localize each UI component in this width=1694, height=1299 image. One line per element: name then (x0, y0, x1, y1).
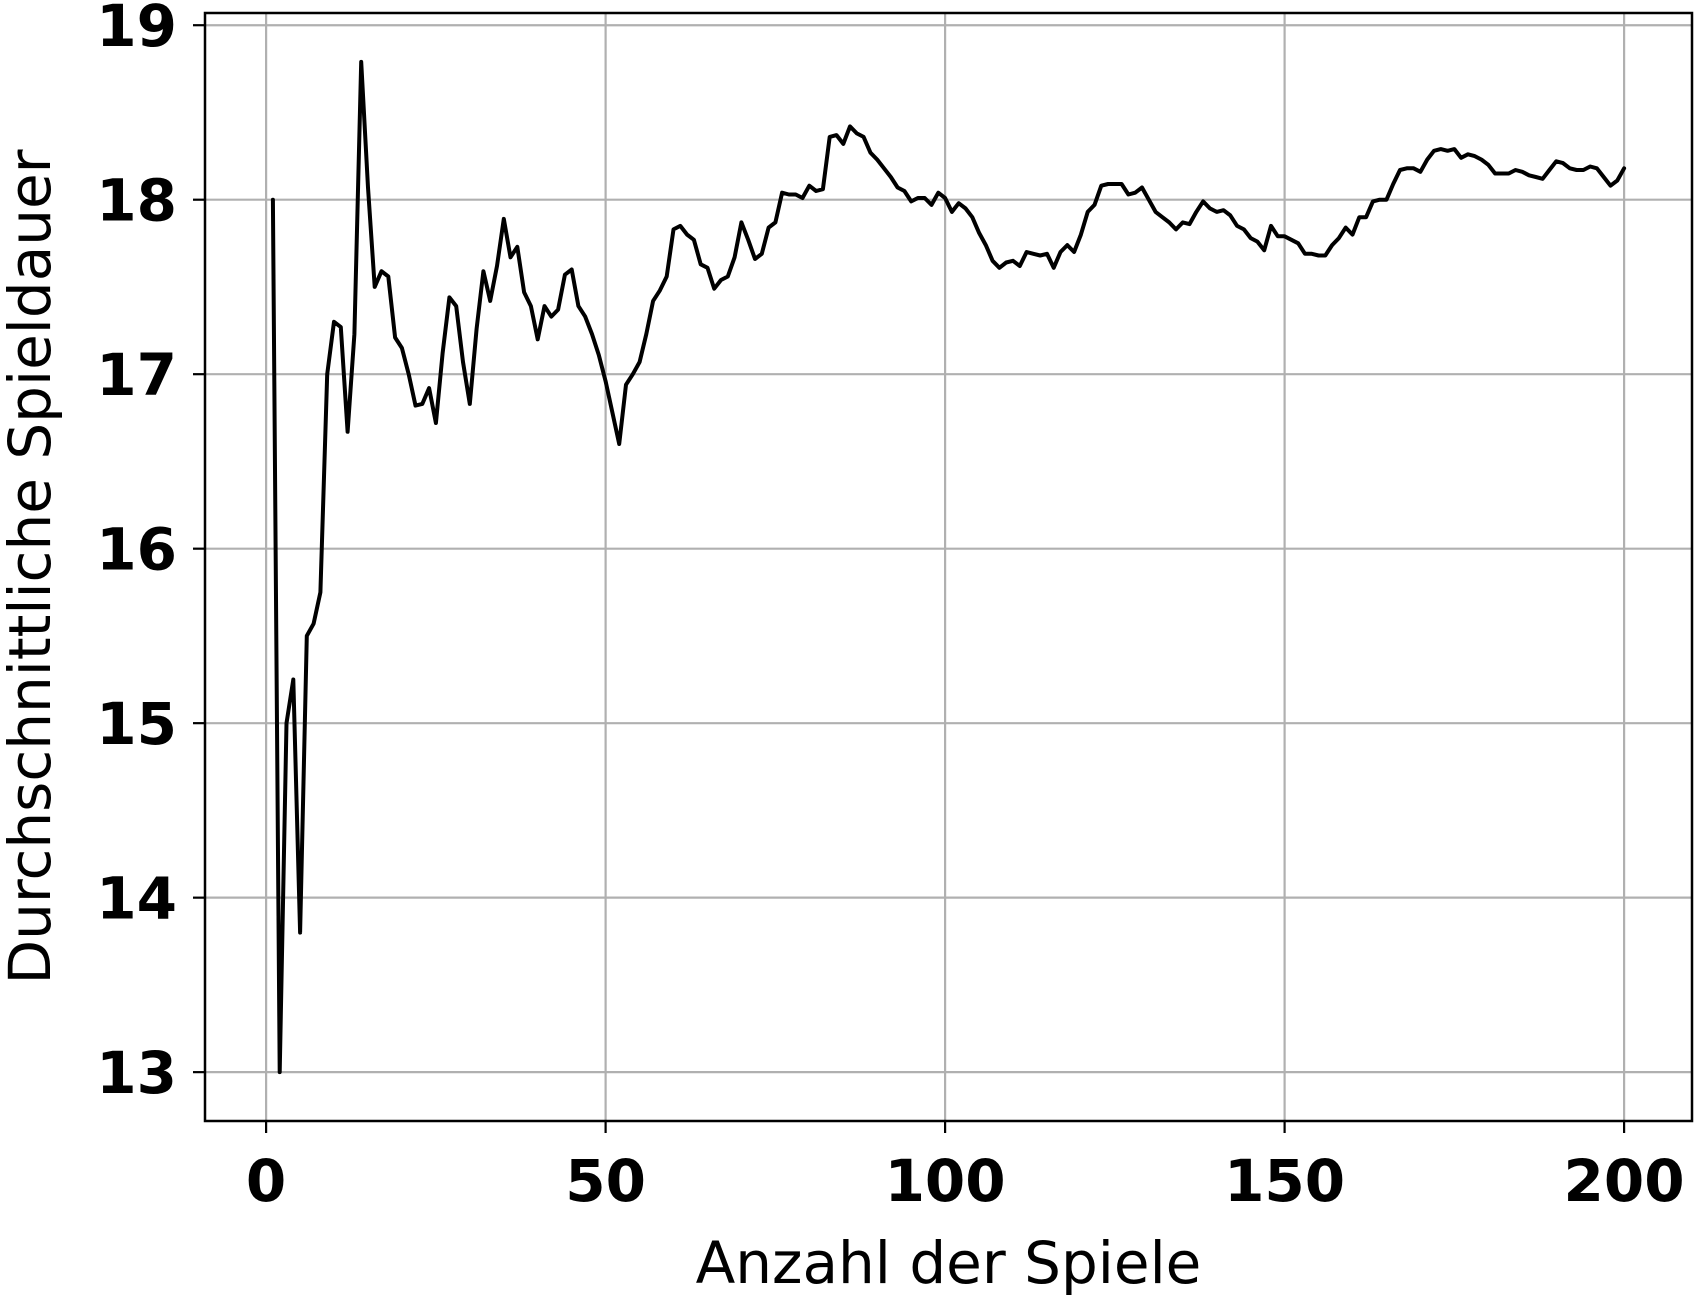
x-tick-label: 50 (565, 1147, 646, 1215)
y-tick-label: 14 (96, 865, 177, 933)
ticks: 0 50 100 150 200 13 14 15 16 17 18 19 (96, 0, 1684, 1215)
x-tick-label: 200 (1564, 1147, 1685, 1215)
plot-frame (203, 11, 1694, 1123)
y-tick-label: 16 (96, 516, 177, 584)
series-layer (270, 59, 1627, 1075)
y-tick-label: 15 (96, 690, 177, 758)
y-tick-label: 17 (96, 341, 177, 409)
y-axis-label: Durchschnittliche Spieldauer (0, 149, 64, 984)
x-tick-label: 0 (246, 1147, 286, 1215)
x-tick-label: 100 (885, 1147, 1006, 1215)
x-tick-label: 150 (1224, 1147, 1345, 1215)
series-line (270, 59, 1627, 1075)
y-tick-label: 18 (96, 167, 177, 235)
y-tick-label: 19 (96, 0, 177, 60)
grid (205, 13, 1692, 1121)
x-axis-label: Anzahl der Spiele (696, 1229, 1202, 1297)
y-tick-label: 13 (96, 1039, 177, 1107)
